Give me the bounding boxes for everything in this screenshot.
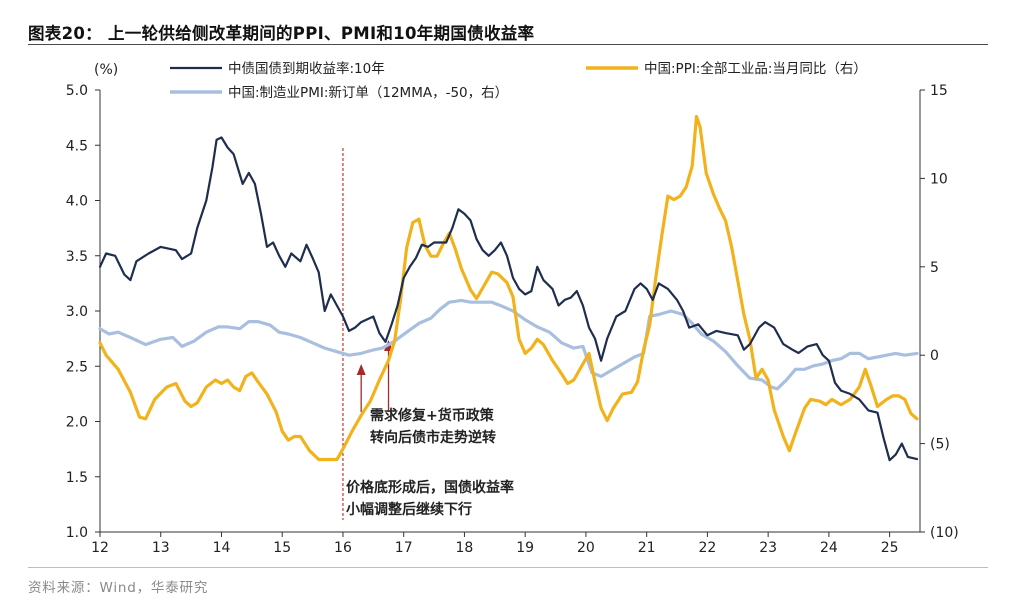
right-tick-label: (10) [930, 525, 959, 541]
x-tick-label: 25 [881, 540, 899, 556]
annotation-text-price: 小幅调整后继续下行 [346, 501, 472, 518]
right-tick-label: (5) [930, 437, 950, 453]
footer-divider [28, 567, 988, 568]
legend-label: 中国:制造业PMI:新订单（12MMA，-50，右） [228, 85, 508, 101]
chart-series [98, 114, 919, 462]
right-tick-label: 5 [930, 260, 939, 276]
ppi-yoy-line [98, 114, 919, 462]
left-tick-label: 5.0 [66, 83, 88, 99]
annotation-text-price: 价格底形成后，国债收益率 [346, 479, 514, 496]
x-tick-label: 22 [698, 540, 716, 556]
x-tick-label: 23 [759, 540, 777, 556]
annotation-markers [342, 148, 394, 520]
source-note: 资料来源：Wind，华泰研究 [28, 580, 209, 596]
pmi-new-orders-line [98, 298, 919, 391]
x-tick-label: 18 [456, 540, 474, 556]
bond-yield-10y-line [98, 136, 919, 462]
legend-label: 中国:PPI:全部工业品:当月同比（右） [644, 60, 867, 77]
annotation-text-demand: 需求修复+货币政策 [370, 407, 495, 424]
x-tick-label: 14 [213, 540, 231, 556]
legend-label: 中债国债到期收益率:10年 [228, 60, 385, 77]
left-tick-label: 4.5 [66, 138, 88, 154]
chart-legend: 中债国债到期收益率:10年 中国:PPI:全部工业品:当月同比（右） 中国:制造业P… [170, 60, 867, 101]
right-tick-label: 15 [930, 83, 948, 99]
chart-axes: 1.0 1.5 2.0 2.5 3.0 3.5 4.0 4.5 5.0 (%) (10) (5) 0 5 1… [66, 62, 959, 556]
left-tick-label: 4.0 [66, 194, 88, 210]
chart-title: 图表20： 上一轮供给侧改革期间的PPI、PMI和10年期国债收益率 [28, 24, 535, 43]
left-tick-label: 3.5 [66, 249, 88, 265]
annotation-arrow-head [356, 364, 366, 375]
x-tick-label: 19 [516, 540, 534, 556]
left-tick-label: 1.5 [66, 470, 88, 486]
x-tick-label: 24 [820, 540, 838, 556]
left-axis-unit: (%) [94, 62, 118, 78]
x-tick-label: 20 [577, 540, 595, 556]
x-tick-label: 15 [273, 540, 291, 556]
x-tick-label: 21 [638, 540, 656, 556]
left-tick-label: 1.0 [66, 525, 88, 541]
right-tick-label: 0 [930, 348, 939, 364]
title-divider [28, 44, 988, 45]
x-tick-label: 12 [91, 540, 109, 556]
annotation-text-demand: 转向后债市走势逆转 [370, 429, 496, 446]
left-tick-label: 2.0 [66, 415, 88, 431]
x-tick-label: 13 [152, 540, 170, 556]
x-tick-label: 16 [334, 540, 352, 556]
left-tick-label: 2.5 [66, 359, 88, 375]
x-tick-label: 17 [395, 540, 413, 556]
right-tick-label: 10 [930, 171, 948, 187]
left-tick-label: 3.0 [66, 304, 88, 320]
